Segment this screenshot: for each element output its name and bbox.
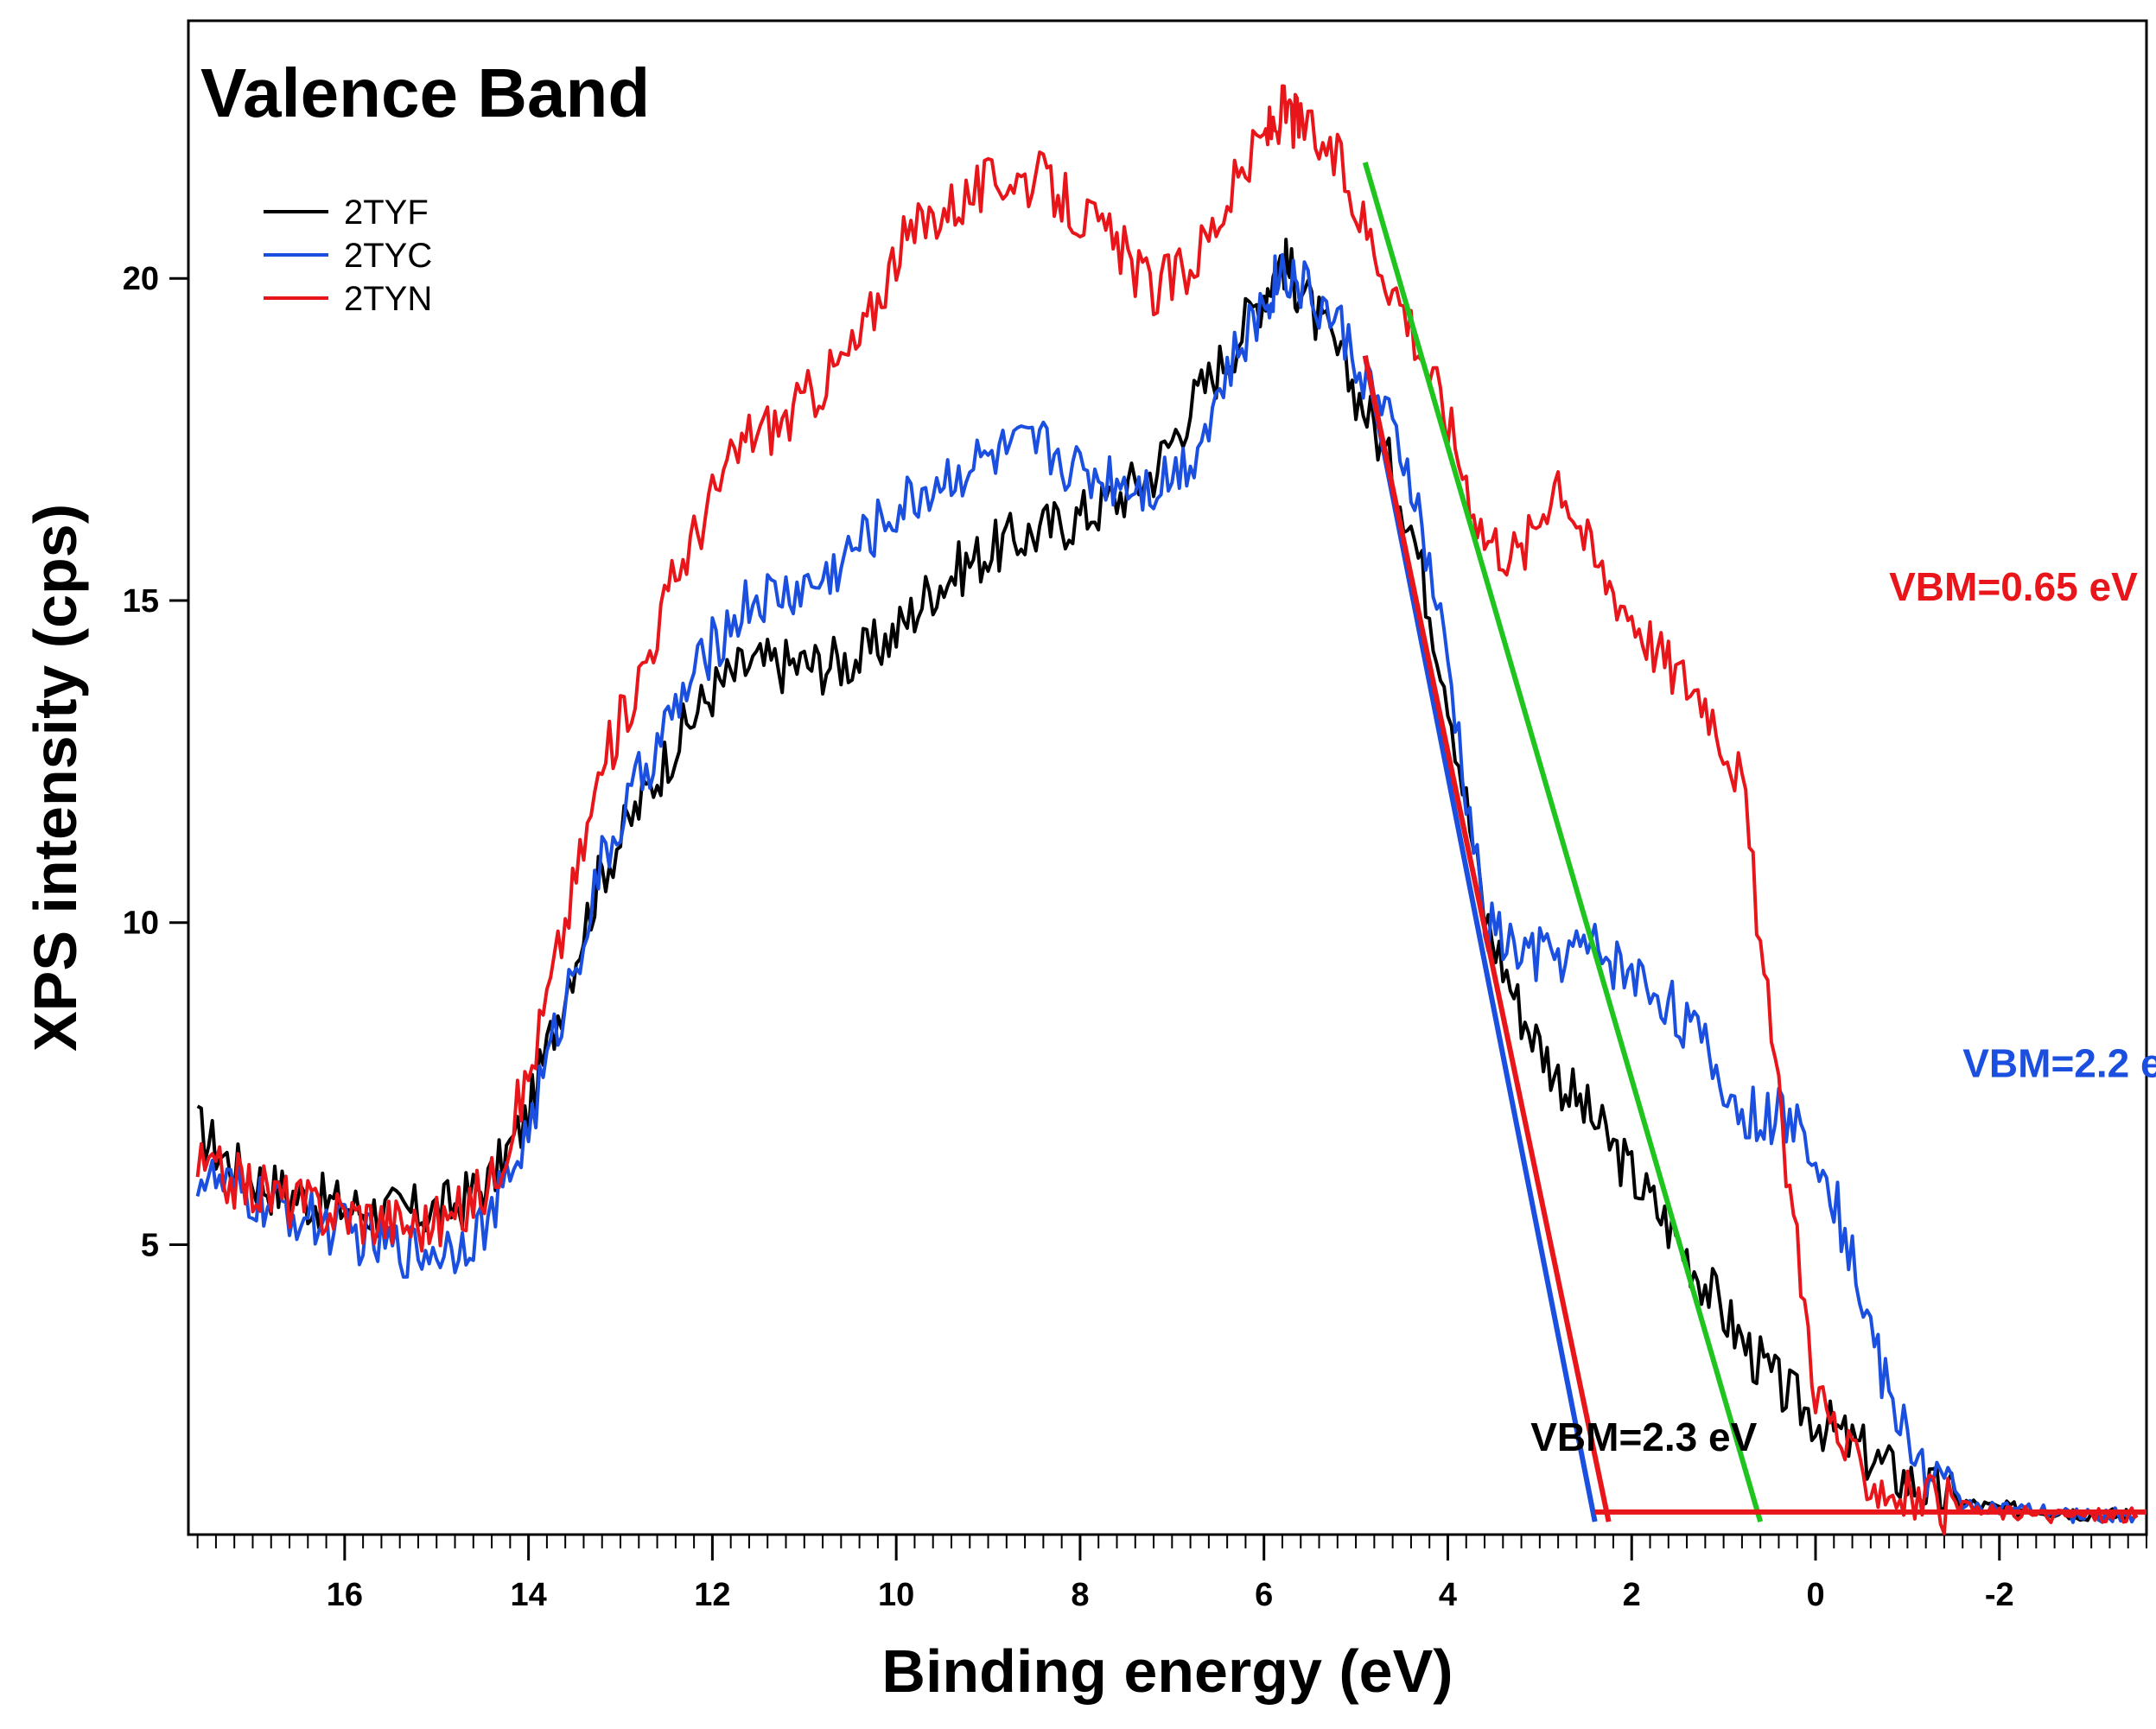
x-tick-label: 14	[510, 1577, 546, 1613]
y-tick-label: 20	[123, 261, 159, 297]
series-line-2TYC	[195, 252, 2139, 1524]
x-tick-label: 6	[1255, 1577, 1273, 1613]
series-line-2TYF	[196, 238, 2139, 1524]
series-layer	[195, 84, 2139, 1535]
x-tick-label: 2	[1623, 1577, 1641, 1613]
vbm-annotation: VBM=0.65 eV	[1889, 564, 2138, 609]
x-tick-label: 4	[1439, 1577, 1457, 1613]
annotations-layer: VBM=0.65 eV VBM=2.2 eV VBM=2.3 eV	[1530, 564, 2156, 1459]
x-axis-title: Binding energy (eV)	[881, 1637, 1453, 1705]
y-tick-label: 15	[123, 583, 159, 620]
chart-title: Valence Band	[200, 54, 650, 131]
fit-lines-layer	[1362, 162, 2146, 1522]
x-tick-label: -2	[1985, 1577, 2014, 1613]
y-axis-title: XPS intensity (cps)	[22, 504, 89, 1052]
vbm-annotation: VBM=2.3 eV	[1530, 1414, 1757, 1459]
x-tick-label: 16	[327, 1577, 363, 1613]
x-tick-label: 10	[878, 1577, 914, 1613]
x-minor-ticks	[196, 1535, 2147, 1548]
fit-line	[1362, 162, 1764, 1522]
x-tick-label: 0	[1806, 1577, 1824, 1613]
x-tick-label: 12	[694, 1577, 730, 1613]
plot-frame	[187, 19, 2148, 1536]
y-tick-label: 5	[141, 1228, 159, 1264]
fit-line	[1362, 355, 1612, 1522]
legend-label: 2TYC	[344, 237, 432, 275]
legend-label: 2TYF	[344, 194, 429, 232]
vbm-annotation: VBM=2.2 eV	[1962, 1041, 2156, 1086]
legend: 2TYF 2TYC 2TYN	[264, 194, 432, 318]
series-line-2TYN	[195, 84, 2139, 1535]
x-axis-ticks: 16 14 12 10 8 6 4 2 0 -2	[327, 1535, 2014, 1613]
x-tick-label: 8	[1071, 1577, 1089, 1613]
legend-label: 2TYN	[344, 280, 432, 318]
y-axis-ticks: 5 10 15 20	[123, 261, 188, 1264]
y-tick-label: 10	[123, 906, 159, 942]
